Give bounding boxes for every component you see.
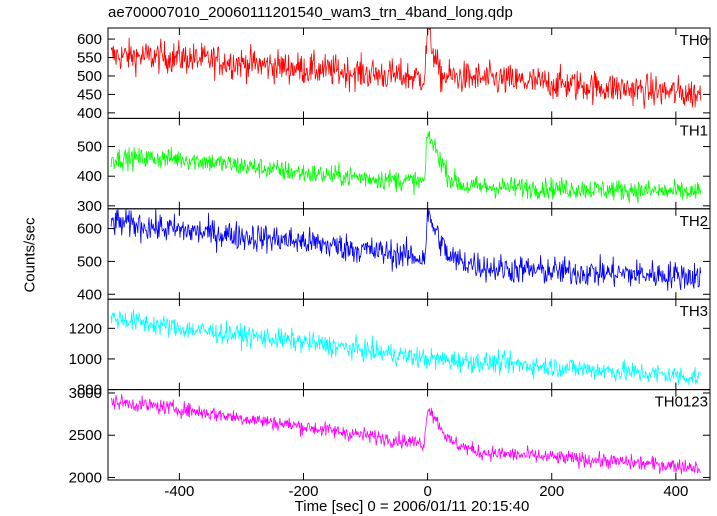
panel-th2: 400 500 600 TH2 <box>77 208 711 303</box>
y-tick-label: 400 <box>77 168 102 185</box>
y-tick-label: 3000 <box>69 385 102 402</box>
y-tick-label: 500 <box>77 68 102 85</box>
x-tick-label: 200 <box>539 483 564 500</box>
y-tick-label: 1200 <box>69 320 102 337</box>
panel-frame <box>107 27 711 119</box>
panel-label: TH3 <box>680 303 708 320</box>
series-th1 <box>110 131 702 204</box>
series-th3 <box>110 309 702 386</box>
y-tick-label: 2500 <box>69 427 102 444</box>
y-tick-label: 800 <box>77 382 102 399</box>
panel-frame <box>107 389 711 481</box>
y-tick-label: 600 <box>77 221 102 238</box>
x-tick-label: 400 <box>663 483 688 500</box>
y-tick-label: 1000 <box>69 351 102 368</box>
y-tick-label: 550 <box>77 50 102 67</box>
y-tick-label: 450 <box>77 86 102 103</box>
y-tick-label: 500 <box>77 139 102 156</box>
panel-label: TH2 <box>680 213 708 230</box>
panel-label: TH0123 <box>655 394 708 411</box>
x-tick-label: 0 <box>423 483 431 500</box>
panel-th1: 300 400 500 TH1 <box>77 117 711 215</box>
series-th2 <box>110 208 702 291</box>
x-axis-label: Time [sec] 0 = 2006/01/11 20:15:40 <box>294 498 530 515</box>
x-tick-label: -400 <box>164 483 194 500</box>
y-tick-label: 600 <box>77 31 102 48</box>
series-th0123 <box>110 394 701 475</box>
panel-th0123: 2000 2500 3000 TH0123 <box>69 385 711 486</box>
series-th0 <box>110 28 702 109</box>
y-tick-label: 400 <box>77 105 102 122</box>
y-tick-label: 300 <box>77 198 102 215</box>
chart-title: ae700007010_20060111201540_wam3_trn_4ban… <box>108 4 513 21</box>
y-tick-label: 2000 <box>69 469 102 486</box>
y-tick-label: 400 <box>77 286 102 303</box>
x-tick-label: -200 <box>288 483 318 500</box>
panel-label: TH1 <box>680 122 708 139</box>
panel-label: TH0 <box>680 32 708 49</box>
y-tick-label: 500 <box>77 253 102 270</box>
panel-th3: 800 1000 1200 TH3 <box>69 298 711 399</box>
